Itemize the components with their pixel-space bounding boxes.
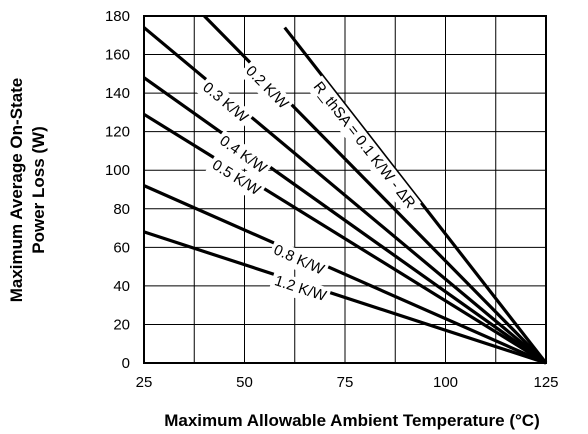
- y-tick-label: 0: [122, 355, 130, 372]
- series-line-6: [143, 230, 547, 365]
- series-label: 0.2 K/W: [242, 62, 292, 113]
- x-tick-label: 125: [533, 374, 558, 391]
- series-label-background: [268, 270, 332, 308]
- y-tick-label: 100: [105, 162, 130, 179]
- y-tick-label: 80: [113, 201, 130, 218]
- y-axis-title-line-2: Power Loss (W): [29, 126, 48, 254]
- series-line-3: [143, 76, 547, 365]
- series-label-group: R_thSA = 0.1 K/W - ΔR: [306, 75, 422, 216]
- series-label-group: 0.2 K/W: [238, 59, 295, 116]
- series-label-background: [205, 154, 267, 203]
- x-tick-label: 25: [136, 374, 153, 391]
- series-label-layer: R_thSA = 0.1 K/W - ΔR0.2 K/W0.3 K/W0.4 K…: [195, 59, 422, 308]
- series-label-background: [267, 239, 330, 282]
- x-tick-label: 100: [433, 374, 458, 391]
- series-line-4: [143, 112, 547, 365]
- series-label-background: [238, 59, 295, 116]
- x-tick-label: 75: [337, 374, 354, 391]
- y-tick-label: 180: [105, 8, 130, 25]
- series-line-0: [283, 26, 548, 364]
- y-tick-label: 40: [113, 278, 130, 295]
- y-tick-label: 20: [113, 316, 130, 333]
- series-label-background: [306, 75, 422, 216]
- y-tick-label: 140: [105, 85, 130, 102]
- plot-frame: [143, 15, 547, 364]
- x-tick-label: 50: [236, 374, 253, 391]
- y-axis-title-line-1: Maximum Average On-State: [7, 78, 26, 303]
- y-tick-label: 160: [105, 47, 130, 64]
- series-label-background: [195, 76, 255, 130]
- y-tick-label: 60: [113, 239, 130, 256]
- x-axis-title: Maximum Allowable Ambient Temperature (°…: [164, 411, 540, 430]
- series-label: 0.3 K/W: [199, 79, 252, 127]
- series-label: R_thSA = 0.1 K/W - ΔR: [310, 78, 419, 211]
- series-label-background: [212, 129, 273, 181]
- tick-label-layer: 25 50 75 100 125 0 20 40 60 80 100 120 140 160 180: [105, 8, 559, 391]
- series-line-5: [143, 184, 547, 365]
- y-tick-label: 120: [105, 124, 130, 141]
